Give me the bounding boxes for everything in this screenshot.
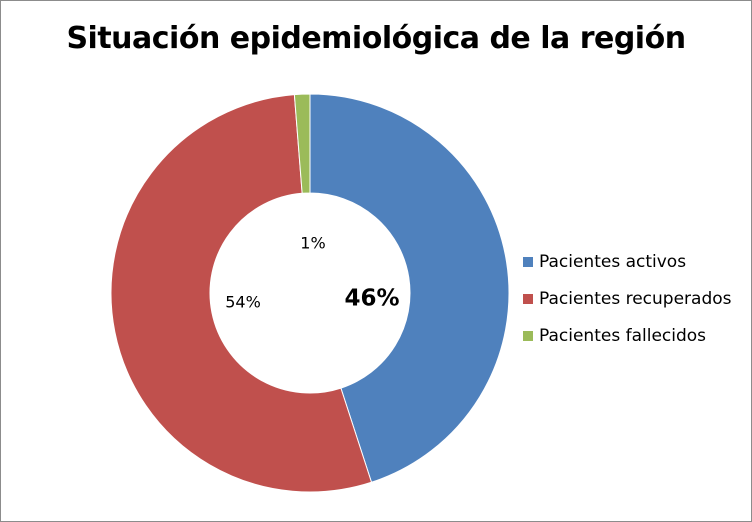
legend-swatch-recuperados: [523, 293, 533, 304]
donut-slice-recuperados: [110, 94, 373, 493]
legend-label-fallecidos: Pacientes fallecidos: [539, 325, 707, 346]
donut-slice-activos: [309, 93, 510, 483]
data-label-fallecidos: 1%: [300, 234, 325, 253]
legend-item-recuperados: Pacientes recuperados: [523, 280, 732, 317]
donut-slice-fallecidos: [293, 93, 311, 194]
legend-swatch-fallecidos: [523, 330, 533, 341]
data-label-activos: 46%: [344, 286, 399, 312]
legend-label-recuperados: Pacientes recuperados: [539, 288, 732, 309]
legend-swatch-activos: [523, 256, 533, 267]
legend-label-activos: Pacientes activos: [539, 251, 687, 272]
legend: Pacientes activos Pacientes recuperados …: [523, 243, 732, 354]
chart-title: Situación epidemiológica de la región: [66, 21, 686, 56]
data-labels: 46% 54% 1%: [225, 234, 399, 312]
data-label-recuperados: 54%: [225, 293, 261, 312]
donut-slices: [110, 93, 510, 493]
legend-item-activos: Pacientes activos: [523, 243, 732, 280]
legend-item-fallecidos: Pacientes fallecidos: [523, 317, 732, 354]
